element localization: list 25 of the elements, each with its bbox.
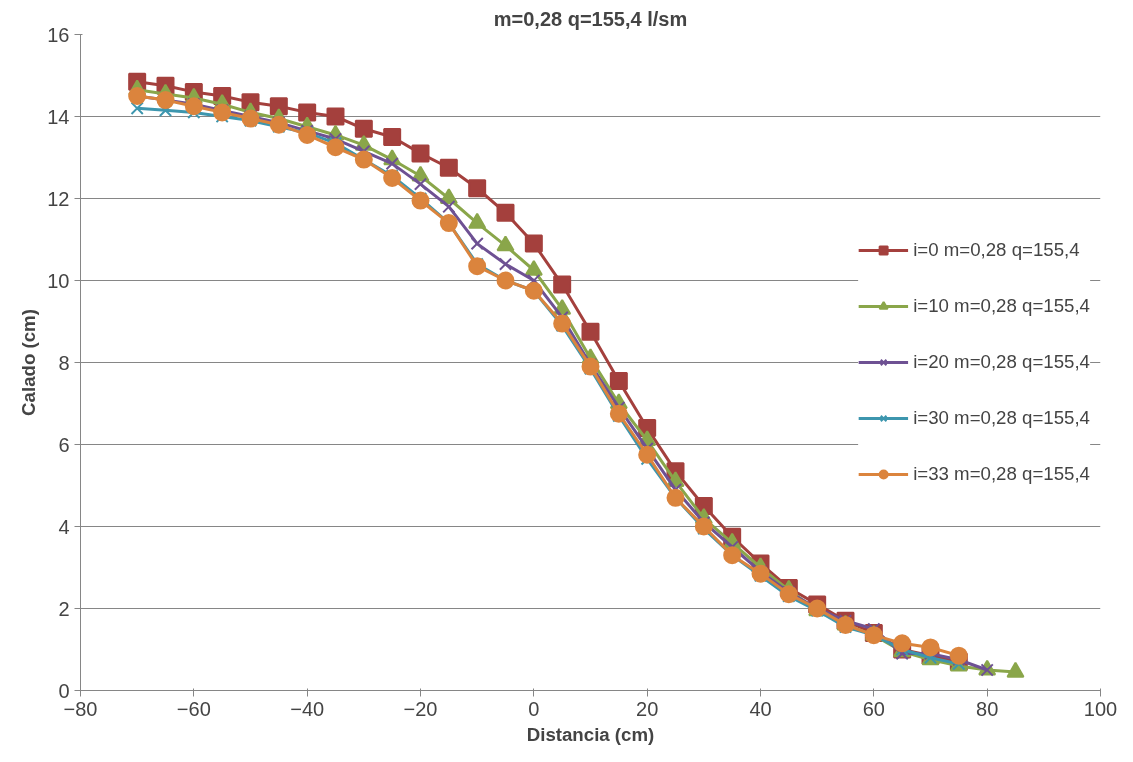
y-tick-label: 2 <box>58 597 70 620</box>
legend-label: i=0 m=0,28 q=155,4 <box>913 239 1080 261</box>
y-tick-label: 10 <box>47 269 70 292</box>
legend-label: i=20 m=0,28 q=155,4 <box>913 351 1090 373</box>
x-tick-label: 20 <box>636 697 659 720</box>
x-axis-title: Distancia (cm) <box>526 723 655 745</box>
x-tick-label: 100 <box>1083 697 1118 720</box>
x-tick-label: −40 <box>290 697 325 720</box>
legend-label: i=33 m=0,28 q=155,4 <box>913 463 1090 485</box>
y-tick-label: 4 <box>58 515 70 538</box>
x-tick-label: 80 <box>976 697 999 720</box>
legend-label: i=30 m=0,28 q=155,4 <box>913 407 1090 429</box>
y-tick-label: 8 <box>58 351 70 374</box>
y-axis-title: Calado (cm) <box>18 309 40 416</box>
x-tick-label: 40 <box>749 697 772 720</box>
x-tick-label: 60 <box>862 697 885 720</box>
x-tick-label: 0 <box>528 697 540 720</box>
x-tick-label: −60 <box>176 697 211 720</box>
y-tick-label: 16 <box>47 23 70 46</box>
chart-title: m=0,28 q=155,4 l/sm <box>493 7 688 30</box>
legend-label: i=10 m=0,28 q=155,4 <box>913 295 1090 317</box>
x-tick-label: −20 <box>403 697 438 720</box>
y-tick-label: 14 <box>47 105 70 128</box>
y-tick-label: 6 <box>58 433 70 456</box>
y-tick-label: 12 <box>47 187 70 210</box>
